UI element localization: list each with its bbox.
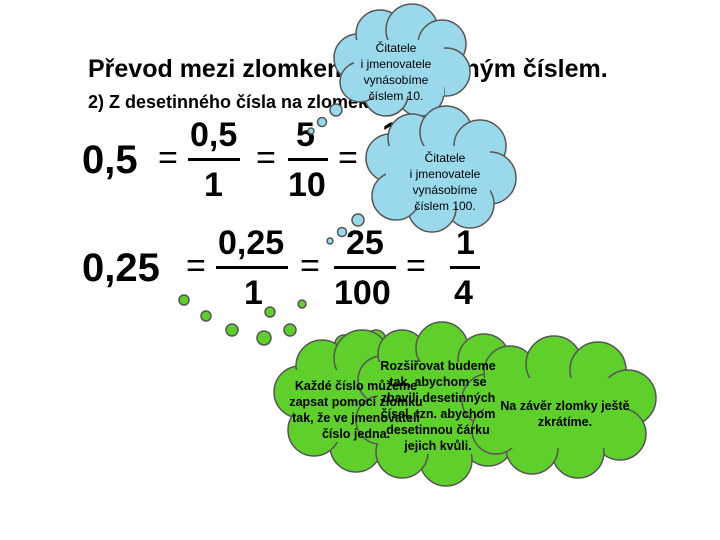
cloud-5-text: Na závěr zlomky ještě zkrátíme. — [500, 399, 630, 429]
row1-frac2-bar — [288, 158, 328, 161]
cloud-1-tail — [307, 103, 343, 135]
row2-frac3-den: 4 — [454, 274, 473, 312]
row1-frac1-num: 0,5 — [190, 116, 238, 154]
row2-eq3: = — [406, 247, 426, 285]
row2-frac2-den: 100 — [334, 274, 391, 312]
row1-eq3: = — [338, 139, 358, 177]
row2-eq2: = — [300, 247, 320, 285]
row1-frac1-den: 1 — [204, 166, 223, 204]
row1-frac1-bar — [188, 158, 240, 161]
row2-frac2-bar — [334, 266, 396, 269]
row2-eq1: = — [186, 247, 206, 285]
cloud-2 — [365, 105, 517, 233]
row1-eq2: = — [256, 139, 276, 177]
row2-frac3-bar — [450, 266, 480, 269]
row1-frac2-den: 10 — [288, 166, 326, 204]
cloud-1 — [333, 3, 471, 117]
cloud-2-text: Čitatele i jmenovatele vynásobíme číslem 10… — [409, 151, 481, 213]
row2-frac2-num: 25 — [346, 224, 384, 262]
row2-frac1-bar — [216, 266, 288, 269]
cloud-5 — [461, 335, 657, 479]
cloud-1-text: Čitatele i jmenovatele vynásobíme číslem 10… — [360, 41, 432, 103]
cloud-3-text: Každé číslo můžeme zapsat pomocí zlomku ta… — [289, 379, 423, 441]
row1-eq1: = — [158, 139, 178, 177]
slide-subtitle: 2) Z desetinného čísla na zlomek. — [88, 92, 374, 112]
row2-frac1-num: 0,25 — [218, 224, 285, 262]
row2-lhs: 0,25 — [82, 246, 160, 290]
row1-lhs: 0,5 — [82, 138, 138, 182]
cloud-4-text: Rozšiřovat budeme tak, abychom se zbavili … — [380, 359, 496, 453]
row2-frac1-den: 1 — [244, 274, 263, 312]
cloud-2-tail — [326, 213, 365, 245]
row1-frac2-num: 5 — [296, 116, 315, 154]
row2-frac3-num: 1 — [456, 224, 475, 262]
